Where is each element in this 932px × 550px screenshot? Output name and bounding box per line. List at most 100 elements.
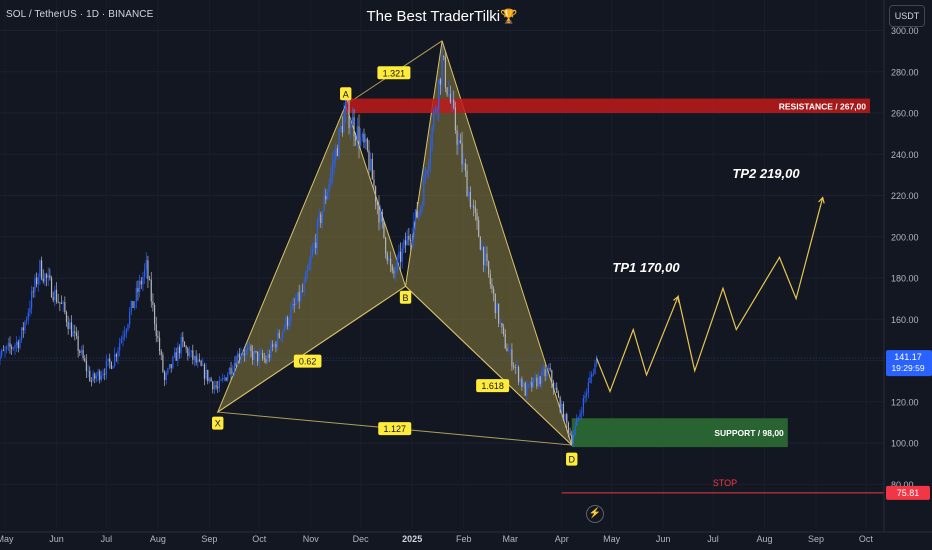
candle-body <box>79 350 81 353</box>
candle-body <box>163 371 166 380</box>
candle-body <box>223 377 225 379</box>
candle-body <box>14 345 16 348</box>
candle-body <box>26 319 28 322</box>
candle-body <box>102 373 104 376</box>
candle-body <box>45 274 48 278</box>
candle-body <box>105 360 107 375</box>
candle-body <box>398 251 400 259</box>
candle-body <box>147 260 149 280</box>
x-tick-label: Sep <box>808 534 824 544</box>
candle-body <box>479 237 481 250</box>
grid <box>0 30 884 485</box>
x-tick-label: May <box>603 534 621 544</box>
candle-body <box>303 282 305 291</box>
candle-body <box>478 220 480 238</box>
candle-body <box>255 351 257 352</box>
candle-body <box>257 351 259 362</box>
candle-body <box>444 56 447 88</box>
candle-body <box>75 332 78 336</box>
candle-body <box>218 380 220 388</box>
y-tick-label: 120.00 <box>891 397 919 407</box>
candle-body <box>308 263 310 270</box>
candle-body <box>193 356 196 360</box>
candle-body <box>468 191 470 197</box>
candle-body <box>433 111 435 127</box>
currency-button[interactable]: USDT <box>889 5 925 27</box>
candle-body <box>439 79 442 85</box>
candle-body <box>499 323 501 324</box>
candle-body <box>205 369 207 379</box>
candle-body <box>50 277 53 298</box>
candle-body <box>469 191 471 208</box>
candle-body <box>253 351 255 360</box>
candle-body <box>361 133 363 138</box>
candle-body <box>473 205 475 208</box>
candle-body <box>451 99 453 103</box>
candle-body <box>192 350 194 360</box>
candle-body <box>12 347 14 349</box>
candle-body <box>175 352 177 361</box>
symbol-header[interactable]: SOL / TetherUS · 1D · BINANCE <box>6 9 154 20</box>
candle-body <box>381 211 383 222</box>
candle-body <box>576 418 578 426</box>
candle-body <box>11 346 13 349</box>
candle-body <box>443 56 445 57</box>
candle-body <box>365 138 367 143</box>
y-tick-label: 80.00 <box>891 480 914 490</box>
candle-body <box>242 353 244 355</box>
last-price-tag <box>886 350 932 377</box>
candle-body <box>589 377 591 383</box>
candle-body <box>459 140 461 144</box>
x-tick-label: Jun <box>49 534 64 544</box>
candle-body <box>89 370 91 381</box>
candle-body <box>139 280 141 293</box>
y-tick-label: 280.00 <box>891 67 919 77</box>
lightning-icon[interactable]: ⚡ <box>586 505 604 523</box>
resistance-label: RESISTANCE / 267,00 <box>779 101 867 111</box>
candle-body <box>286 317 289 326</box>
point-label-b-box <box>399 290 412 304</box>
candle-body <box>370 158 372 171</box>
candle-body <box>125 329 127 334</box>
candle-body <box>77 335 79 351</box>
candle-body <box>187 348 189 356</box>
support-label: SUPPORT / 98,00 <box>714 428 784 438</box>
candle-body <box>49 275 51 278</box>
candle-body <box>391 265 393 272</box>
candle-body <box>318 214 320 221</box>
candle-body <box>561 403 563 411</box>
candle-body <box>84 358 86 361</box>
projection-path <box>596 196 825 394</box>
candle-body <box>376 202 378 206</box>
candle-body <box>483 246 485 266</box>
candle-body <box>227 374 229 381</box>
candle-body <box>263 358 265 360</box>
point-label-d-box <box>566 452 578 466</box>
candle-body <box>458 140 460 145</box>
candle-body <box>291 304 294 310</box>
candle-body <box>95 376 98 379</box>
candle-body <box>386 253 388 261</box>
candle-body <box>466 170 468 197</box>
candle-body <box>519 379 521 382</box>
candle-body <box>368 150 370 171</box>
candle-body <box>213 385 216 390</box>
candle-body <box>1 350 3 356</box>
candle-body <box>40 260 43 279</box>
harmonic-pattern <box>216 40 573 446</box>
candle-body <box>19 339 21 349</box>
point-label-b: B <box>403 293 409 303</box>
candle-body <box>92 373 94 382</box>
candle-body <box>355 136 357 141</box>
y-tick-label: 200.00 <box>891 232 919 242</box>
stop-price-label: 75.81 <box>897 488 920 498</box>
candle-body <box>436 108 438 112</box>
candle-body <box>343 112 345 133</box>
candle-body <box>268 354 270 358</box>
candle-body <box>124 333 126 337</box>
candle-body <box>230 367 232 375</box>
candle-body <box>431 126 433 148</box>
candle-body <box>371 158 373 180</box>
candle-body <box>380 211 382 223</box>
